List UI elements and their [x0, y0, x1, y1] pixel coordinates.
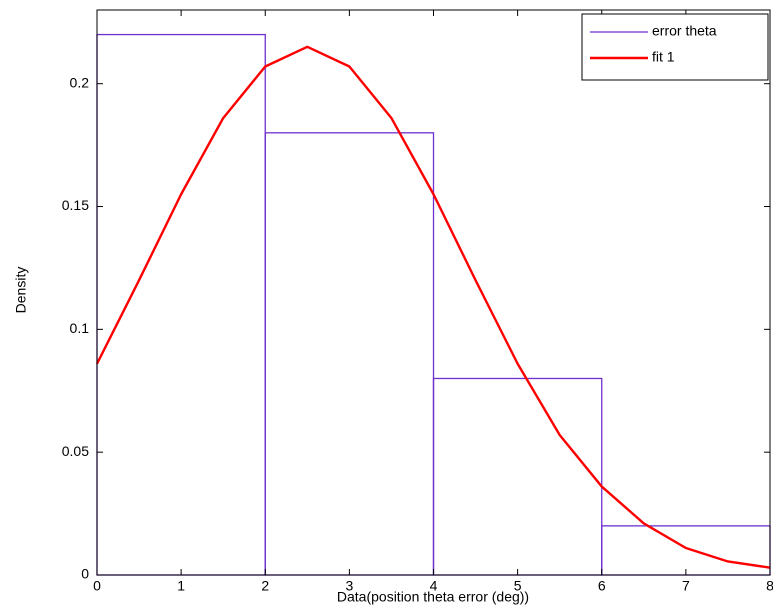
y-tick-label: 0.2 [70, 74, 90, 90]
y-tick-label: 0.1 [70, 320, 90, 336]
x-tick-label: 3 [345, 578, 353, 594]
legend-label: fit 1 [652, 49, 675, 65]
y-tick-label: 0.15 [62, 197, 89, 213]
fit-line [95, 45, 771, 569]
x-tick-label: 2 [261, 578, 269, 594]
axes-box [96, 9, 771, 576]
legend-box [581, 13, 769, 81]
x-tick-label: 8 [766, 578, 773, 594]
x-axis-label: Data(position theta error (deg)) [337, 589, 529, 605]
x-tick-label: 7 [682, 578, 690, 594]
y-tick-label: 0 [81, 566, 89, 582]
x-tick-label: 5 [514, 578, 522, 594]
legend-label: error theta [652, 23, 717, 39]
y-axis-label: Density [13, 267, 29, 314]
x-tick-label: 4 [430, 578, 438, 594]
x-tick-label: 6 [598, 578, 606, 594]
x-tick-label: 0 [93, 578, 101, 594]
y-tick-label: 0.05 [62, 443, 89, 459]
x-tick-label: 1 [177, 578, 185, 594]
